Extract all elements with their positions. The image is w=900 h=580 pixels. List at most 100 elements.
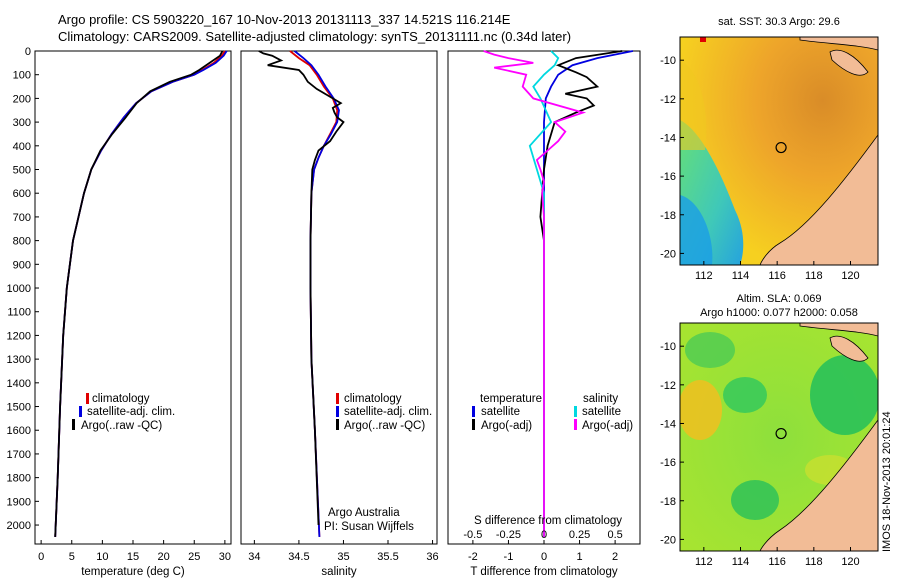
temperature-ytick-label: 200 xyxy=(13,93,31,105)
temperature-xlabel: temperature (deg C) xyxy=(81,566,185,578)
sla-map-subtitle: Argo h1000: 0.077 h2000: 0.058 xyxy=(700,307,858,319)
salinity-panel: 34 34.5 35 35.5 36 salinity xyxy=(240,50,439,578)
temperature-ytick-label: 1700 xyxy=(7,449,31,461)
sla-low-south xyxy=(731,480,779,520)
temperature-series-satellite-adj-clim- xyxy=(54,50,228,537)
sst-map: sat. SST: 30.3 Argo: 29.6 112 114 116 118 12… xyxy=(660,16,879,282)
sla_map-xtick-label: 114 xyxy=(732,556,750,568)
salinity-xtick-label: 35.5 xyxy=(377,551,398,563)
salinity-xtick-label: 34.5 xyxy=(288,551,309,563)
temperature-legend: climatology satellite-adj. clim. Argo(..… xyxy=(72,393,175,432)
sla_map-ytick-label: -16 xyxy=(660,457,676,469)
sst_map-xtick-label: 120 xyxy=(841,270,859,282)
sla_map-xtick-label: 118 xyxy=(805,556,823,568)
sla-low-east xyxy=(810,355,878,435)
sla-map-frame xyxy=(679,322,879,552)
sal-legend-swatch-satellite xyxy=(336,406,339,417)
sst_map-ytick-label: -20 xyxy=(660,248,676,260)
sla-map-title: Altim. SLA: 0.069 xyxy=(737,293,822,305)
sla-low-northwest xyxy=(685,332,735,368)
diff-legend-label-sal-satellite: satellite xyxy=(582,406,621,418)
diff-legend-swatch-temp-satellite xyxy=(472,406,475,417)
sst_map-ytick-label: -12 xyxy=(660,94,676,106)
temperature-ytick-label: 300 xyxy=(13,117,31,129)
diff-legend-swatch-temp-argo xyxy=(472,419,475,430)
difference-xlabel: T difference from climatology xyxy=(470,566,617,578)
difference-legend: temperature satellite Argo(-adj) salinit… xyxy=(472,393,633,527)
difference-series-temperature-argo-adj- xyxy=(539,50,623,537)
diff-legend-label-sal-argo: Argo(-adj) xyxy=(582,420,633,432)
temperature-ytick-label: 1200 xyxy=(7,330,31,342)
salinity-xtick-label: 36 xyxy=(426,551,438,563)
sla_map-ytick-label: -20 xyxy=(660,534,676,546)
diff-legend-swatch-sal-argo xyxy=(574,419,577,430)
temperature-ytick-label: 1000 xyxy=(7,283,31,295)
temperature-ytick-label: 1100 xyxy=(7,307,31,319)
temperature-ytick-label: 900 xyxy=(13,259,31,271)
sst-cold-patch xyxy=(680,195,713,265)
sst-yellow-patch xyxy=(680,60,707,150)
salinity-series-climatology xyxy=(289,50,339,537)
figure-title: Argo profile: CS 5903220_167 10-Nov-2013… xyxy=(58,12,511,27)
temperature-ytick-label: 400 xyxy=(13,141,31,153)
temperature-xtick-label: 0 xyxy=(38,551,44,563)
difference-xtick-label: 0 xyxy=(541,551,547,563)
temperature-ytick-label: 0 xyxy=(25,46,31,58)
temperature-xtick-label: 15 xyxy=(127,551,139,563)
legend-label-satellite: satellite-adj. clim. xyxy=(87,406,175,418)
diff-top-tick-label: 0 xyxy=(541,529,547,541)
diff-top-tick-label: 0.5 xyxy=(607,529,622,541)
temperature-ytick-label: 1400 xyxy=(7,378,31,390)
diff-top-tick-label: -0.25 xyxy=(496,529,521,541)
sla-high-west xyxy=(680,380,722,440)
legend-label-argo: Argo(..raw -QC) xyxy=(81,420,162,432)
sst-map-title: sat. SST: 30.3 Argo: 29.6 xyxy=(718,16,840,28)
sal-legend-label-argo: Argo(..raw -QC) xyxy=(344,420,425,432)
sla_map-ytick-label: -18 xyxy=(660,496,676,508)
temperature-xtick-label: 10 xyxy=(96,551,108,563)
sla_map-xtick-label: 116 xyxy=(768,556,786,568)
owner-label: Argo Australia xyxy=(328,507,400,519)
diff-legend-label-temp-argo: Argo(-adj) xyxy=(481,420,532,432)
temperature-series-argo-raw-qc- xyxy=(54,50,224,537)
temperature-series-climatology xyxy=(54,50,226,537)
sla-land xyxy=(759,419,878,551)
pi-label: PI: Susan Wijffels xyxy=(324,521,414,533)
salinity-xlabel: salinity xyxy=(321,566,356,578)
diff-legend-swatch-sal-satellite xyxy=(574,406,577,417)
temperature-ytick-label: 1500 xyxy=(7,402,31,414)
difference-xtick-label: -2 xyxy=(468,551,478,563)
salinity-xtick-label: 35 xyxy=(337,551,349,563)
sal-legend-swatch-climatology xyxy=(336,393,339,404)
diff-top-axis-label: S difference from climatology xyxy=(474,515,622,527)
sst_map-xtick-label: 118 xyxy=(805,270,823,282)
figure-subtitle: Climatology: CARS2009. Satellite-adjuste… xyxy=(58,29,572,44)
difference-panel: -2 -1 0 1 2 T difference from climatology -0.5… xyxy=(447,50,641,578)
sst-argo-position-marker xyxy=(775,141,787,154)
sst_map-ytick-label: -10 xyxy=(660,55,676,67)
diff-top-tick-label: -0.5 xyxy=(463,529,482,541)
legend-swatch-satellite xyxy=(79,406,82,417)
salinity-legend: climatology satellite-adj. clim. Argo(..… xyxy=(324,393,432,533)
sst_map-xtick-label: 112 xyxy=(695,270,713,282)
sst_map-xtick-label: 114 xyxy=(732,270,750,282)
sla_map-ytick-label: -12 xyxy=(660,380,676,392)
diff-legend-title-temperature: temperature xyxy=(480,393,542,405)
sla_map-xtick-label: 120 xyxy=(841,556,859,568)
temperature-panel: 0 5 10 15 20 25 300100200300400500600700800900… xyxy=(7,46,232,578)
difference-xtick-label: -1 xyxy=(504,551,514,563)
temperature-xtick-label: 30 xyxy=(219,551,231,563)
temperature-ytick-label: 700 xyxy=(13,212,31,224)
legend-swatch-climatology xyxy=(86,393,89,404)
temperature-ytick-label: 2000 xyxy=(7,520,31,532)
temperature-ytick-label: 100 xyxy=(13,70,31,82)
temperature-ytick-label: 1600 xyxy=(7,425,31,437)
sst_map-xtick-label: 116 xyxy=(768,270,786,282)
sal-legend-label-climatology: climatology xyxy=(344,393,402,405)
salinity-series-argo-raw-qc- xyxy=(258,50,345,526)
sst-island xyxy=(829,49,869,76)
sst-map-ticks: 112 114 116 118 120 -10 -12 -14 -16 -18 -20 xyxy=(660,55,860,282)
sla-island xyxy=(829,335,869,362)
legend-swatch-argo xyxy=(72,419,75,430)
